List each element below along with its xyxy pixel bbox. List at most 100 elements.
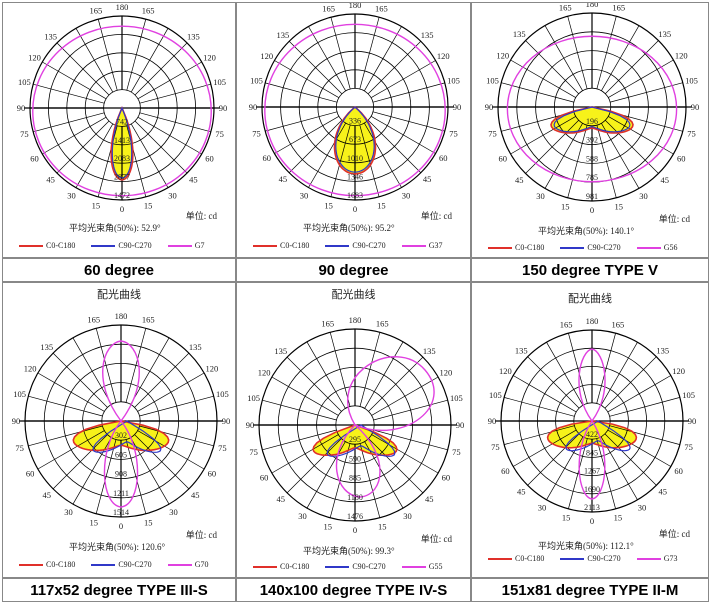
grid-spoke (510, 116, 576, 155)
angle-tick-label: 60 (499, 154, 508, 164)
legend-label: C0-C180 (280, 241, 310, 250)
radial-value-label: 2877 (114, 173, 130, 182)
grid-spoke (604, 433, 657, 486)
radial-value-label: 392 (586, 136, 598, 145)
grid-spoke (527, 356, 580, 409)
angle-tick-label: 180 (586, 316, 599, 326)
radial-value-label: 1690 (584, 485, 600, 494)
grid-spoke (525, 40, 579, 94)
series-g-curve (264, 23, 446, 197)
grid-spoke (130, 28, 169, 93)
grid-spoke (274, 60, 340, 99)
angle-tick-label: 75 (491, 442, 500, 452)
grid-spoke (504, 397, 575, 417)
angle-tick-label: 75 (252, 128, 261, 138)
radial-value-label: 1010 (347, 154, 363, 163)
angle-tick-label: 90 (688, 416, 697, 426)
angle-tick-label: 120 (675, 51, 688, 61)
angle-tick-label: 15 (324, 201, 333, 211)
radial-value-label: 908 (115, 470, 127, 479)
chart-title: 配光曲线 (97, 289, 141, 301)
legend-swatch (401, 565, 426, 568)
grid-spoke (567, 16, 588, 89)
series-g-curve (102, 340, 140, 508)
legend-entry: C90-C270 (91, 560, 152, 569)
series-c90-c270 (92, 420, 162, 453)
chart-title: 配光曲线 (331, 289, 376, 301)
legend-label: C90-C270 (352, 562, 386, 571)
grid-spoke (596, 16, 617, 89)
grid-spoke (568, 333, 588, 404)
angle-tick-label: 30 (639, 191, 648, 201)
angle-tick-label: 45 (277, 494, 286, 504)
legend-entry: G70 (167, 560, 208, 569)
legend-swatch (488, 557, 512, 560)
angle-tick-label: 45 (46, 174, 55, 184)
grid-spoke (308, 26, 347, 92)
angle-tick-label: 60 (205, 154, 214, 164)
angle-tick-label: 0 (590, 205, 594, 215)
angle-tick-label: 60 (208, 469, 217, 479)
series-g-curve (32, 25, 212, 197)
legend: C0-C180 C90-C270 G55 (253, 562, 458, 571)
legend-label: C0-C180 (46, 241, 76, 250)
grid-spoke (28, 425, 103, 447)
grid-spoke (56, 120, 110, 174)
radial-value-label: 673 (349, 135, 361, 144)
angle-tick-label: 75 (684, 442, 693, 452)
grid-spoke (601, 123, 640, 189)
unit-label: 单位: cd (420, 211, 452, 221)
grid-spoke (364, 341, 404, 409)
radial-value-label: 422 (586, 430, 598, 439)
grid-spoke (286, 356, 342, 412)
angle-tick-label: 135 (277, 30, 290, 40)
panel-caption: 140x100 degree TYPE IV-S (236, 578, 471, 602)
angle-tick-label: 120 (499, 366, 512, 376)
angle-tick-label: 30 (538, 503, 547, 513)
chart-title: 配光曲线 (568, 293, 612, 305)
grid-spoke (75, 28, 114, 93)
angle-tick-label: 120 (260, 51, 273, 61)
grid-spoke (596, 438, 616, 509)
legend-swatch (19, 244, 43, 247)
polar-chart-panel: 180 165 165 135 135 120 120 105 105 90 90 75 75 60 60 4… (471, 2, 709, 258)
unit-label: 单位: cd (658, 214, 690, 224)
polar-chart-panel: 180 165 165 135 135 120 120 105 105 90 90 75 75 60 60 4… (471, 282, 709, 578)
legend-swatch (325, 244, 350, 247)
radial-value-label: 785 (586, 173, 598, 182)
legend-label: G37 (428, 241, 443, 250)
unit-label: 单位: cd (185, 211, 217, 221)
grid-spoke (37, 372, 105, 412)
angle-tick-label: 90 (249, 102, 258, 112)
legend-swatch (325, 565, 350, 568)
angle-tick-label: 75 (15, 443, 24, 453)
legend-entry: C0-C180 (488, 243, 544, 252)
legend-label: C0-C180 (515, 243, 545, 252)
grid-spoke (372, 111, 445, 132)
grid-spoke (134, 120, 188, 174)
angle-tick-label: 0 (119, 521, 123, 531)
angle-tick-label: 165 (87, 315, 100, 325)
angle-tick-label: 45 (279, 174, 288, 184)
radial-value-label: 1211 (113, 489, 129, 498)
angle-tick-label: 90 (456, 420, 465, 430)
beam-angle-label: 平均光束角(50%): 140.1° (538, 226, 635, 236)
grid-spoke (600, 342, 638, 406)
angle-tick-label: 165 (142, 315, 155, 325)
legend-swatch (253, 244, 277, 247)
grid-spoke (126, 19, 147, 91)
grid-spoke (501, 82, 574, 103)
grid-spoke (28, 395, 103, 417)
angle-tick-label: 165 (560, 319, 573, 329)
polar-chart-panel: 180 165 165 135 135 120 120 105 105 90 90 75 75 60 60 4… (236, 2, 471, 258)
angle-tick-label: 105 (216, 389, 229, 399)
legend: C0-C180 C90-C270 G56 (488, 243, 693, 252)
grid-spoke (567, 125, 588, 198)
grid-spoke (609, 425, 680, 445)
angle-tick-label: 15 (324, 521, 333, 531)
angle-tick-label: 90 (691, 102, 700, 112)
radial-value-label: 295 (349, 435, 361, 444)
angle-tick-label: 15 (377, 201, 386, 211)
legend-entry: C90-C270 (325, 241, 386, 250)
legend: C0-C180 C90-C270 G7 (19, 241, 220, 250)
